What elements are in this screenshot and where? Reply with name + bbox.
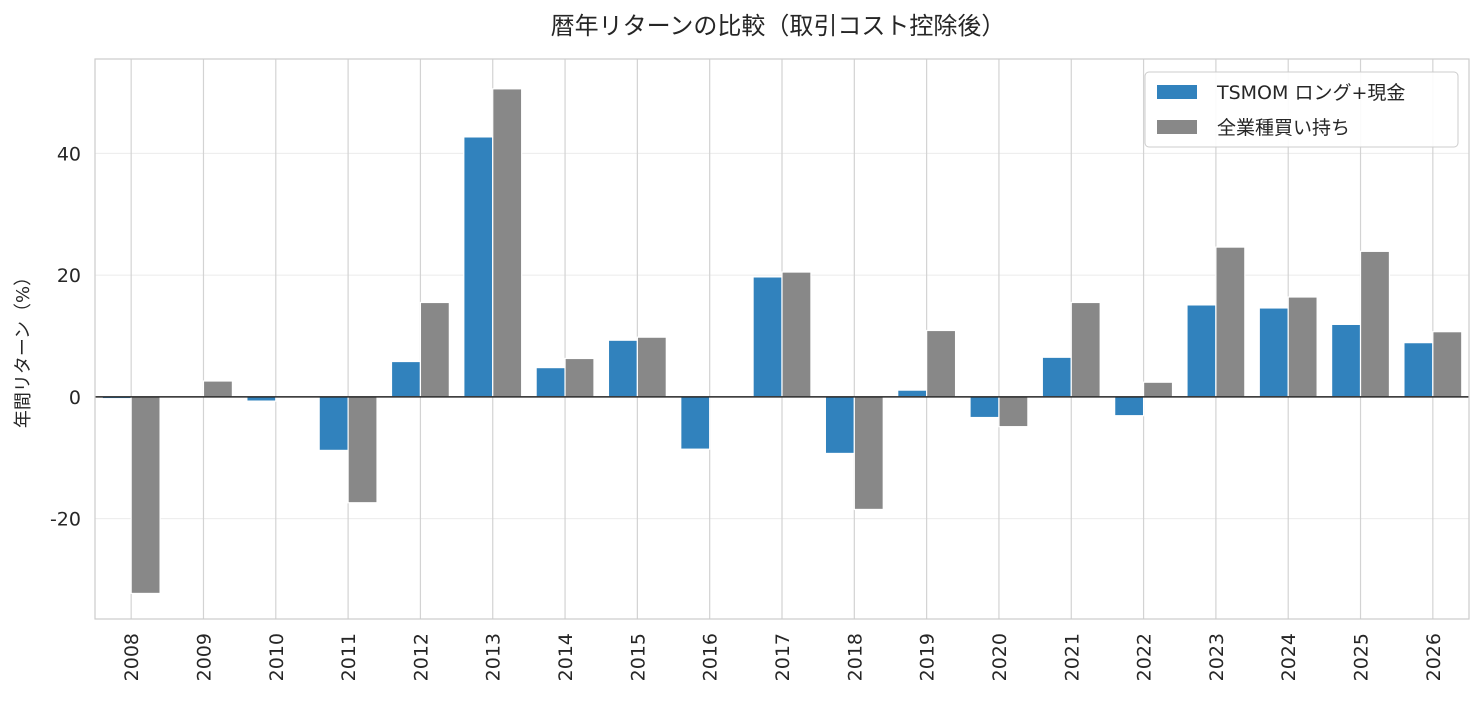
bar-tsmom-2021 [1041,356,1072,398]
bar-tsmom-2025 [1330,323,1362,398]
x-tick-label: 2016 [700,633,722,681]
bar-tsmom-2015 [607,339,638,398]
y-axis-label: 年間リターン（%） [13,268,34,428]
bar-buy-hold-2009 [202,380,233,398]
y-tick-label: 20 [57,265,81,287]
bar-buy-hold-2020 [998,396,1029,428]
bar-tsmom-2019 [897,389,928,398]
x-tick-label: 2018 [844,633,866,681]
x-tick-labels: 2008 2009 2010 2011 2012 2013 2014 2015 2016 2017… [121,633,1445,681]
bar-tsmom-2023 [1186,304,1217,398]
bar-buy-hold-2023 [1215,246,1246,398]
legend-swatch [1157,120,1197,134]
y-tick-label: 40 [57,143,81,165]
legend-label: 全業種買い持ち [1217,117,1350,139]
bars [101,88,1463,595]
x-tick-label: 2010 [266,633,288,681]
bar-tsmom-2022 [1114,396,1145,417]
x-tick-label: 2017 [772,633,794,681]
x-tick-label: 2022 [1134,633,1156,681]
legend-swatch [1157,85,1197,99]
legend-label: TSMOM ロング+現金 [1216,82,1405,104]
x-tick-label: 2020 [989,633,1011,681]
bar-tsmom-2017 [752,276,783,398]
x-tick-label: 2013 [483,633,505,681]
x-tick-label: 2012 [410,633,432,681]
bar-buy-hold-2013 [492,88,523,398]
x-tick-label: 2019 [917,633,939,681]
y-tick-labels: -20 0 20 40 [50,143,81,530]
bar-tsmom-2012 [390,360,422,398]
y-tick-label: 0 [69,387,81,409]
x-tick-label: 2023 [1206,633,1228,681]
x-tick-label: 2026 [1423,633,1445,681]
x-tick-label: 2025 [1351,633,1373,681]
y-tick-label: -20 [50,509,81,531]
x-tick-label: 2015 [627,633,649,681]
x-tick-label: 2024 [1278,633,1300,681]
bar-buy-hold-2017 [781,271,812,398]
bar-buy-hold-2026 [1432,331,1463,398]
x-tick-label: 2021 [1061,633,1083,681]
bar-tsmom-2018 [824,396,855,455]
bar-buy-hold-2019 [926,329,957,398]
bar-tsmom-2024 [1258,307,1289,398]
x-tick-label: 2009 [193,633,215,681]
bar-buy-hold-2025 [1359,250,1391,398]
bar-buy-hold-2011 [347,396,378,504]
bar-buy-hold-2018 [853,396,884,511]
bar-buy-hold-2015 [636,336,667,398]
bar-tsmom-2020 [969,396,1000,419]
bar-buy-hold-2022 [1142,381,1174,398]
bar-tsmom-2026 [1403,342,1434,398]
x-tick-label: 2008 [121,633,143,681]
bar-buy-hold-2008 [130,396,161,595]
bar-buy-hold-2012 [419,301,450,398]
x-tick-label: 2014 [555,633,577,681]
bar-tsmom-2013 [463,136,494,398]
legend-box [1144,71,1459,148]
bar-tsmom-2016 [680,396,711,450]
bar-tsmom-2014 [535,367,566,398]
plot-frame [94,58,1470,620]
bar-buy-hold-2014 [564,357,595,398]
bar-buy-hold-2024 [1287,296,1318,398]
x-tick-label: 2011 [338,633,360,681]
chart-title: 暦年リターンの比較（取引コスト控除後） [551,12,1006,40]
bar-buy-hold-2021 [1070,301,1101,398]
bar-tsmom-2011 [318,396,349,451]
